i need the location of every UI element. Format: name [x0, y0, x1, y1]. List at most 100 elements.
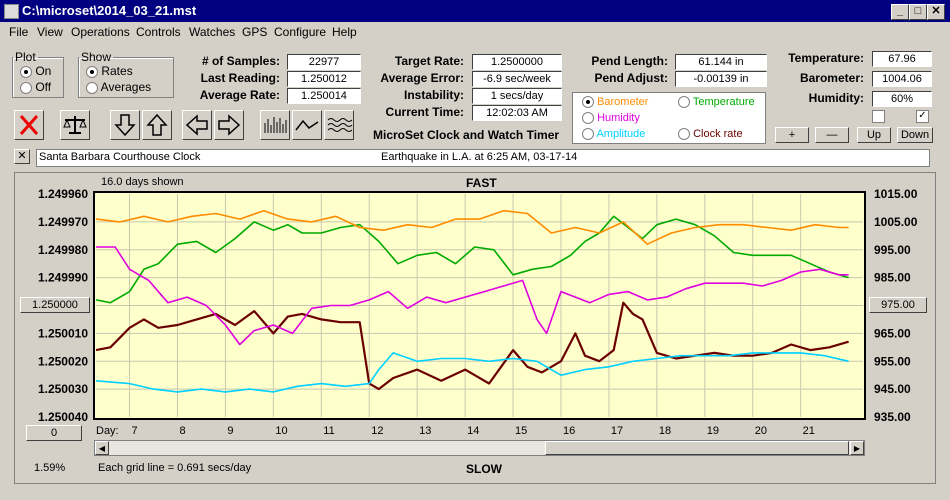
arrow-left-icon — [185, 114, 208, 136]
menu-watches[interactable]: Watches — [189, 25, 236, 39]
menu-operations[interactable]: Operations — [71, 25, 130, 39]
instability-label: Instability: — [403, 88, 464, 102]
radio-selected-icon — [86, 65, 98, 78]
target-rate-field[interactable]: 1.2500000 — [472, 54, 562, 70]
scroll-right-button[interactable]: ▶ — [850, 441, 864, 455]
overlay-temperature-radio[interactable]: Temperature — [678, 96, 755, 109]
wave-view-button[interactable] — [324, 110, 354, 140]
samples-label: # of Samples: — [201, 54, 280, 68]
scale-down-button[interactable]: Down — [897, 127, 933, 143]
down-arrow-button[interactable] — [110, 110, 140, 140]
arrow-right-icon — [218, 114, 241, 136]
overlay-humidity-label: Humidity — [597, 112, 640, 124]
graph-scrollbar[interactable]: ◀ ▶ — [94, 440, 865, 456]
overlay-clock-rate-radio[interactable]: Clock rate — [678, 128, 743, 141]
title-bar: C:\microset\2014_03_21.mst _ □ ✕ — [0, 0, 950, 22]
last-reading-label: Last Reading: — [200, 71, 280, 85]
right-axis-tick-label: 1005.00 — [874, 215, 918, 229]
balance-button[interactable] — [60, 110, 90, 140]
pend-length-field[interactable]: 61.144 in — [675, 54, 767, 70]
humidity-field: 60% — [872, 91, 932, 107]
menu-gps[interactable]: GPS — [242, 25, 268, 39]
scale-up-button[interactable]: Up — [857, 127, 891, 143]
current-time-field: 12:02:03 AM — [472, 105, 562, 121]
show-group: Show — [78, 50, 174, 98]
stop-button[interactable] — [14, 110, 44, 140]
minimize-button[interactable]: _ — [891, 4, 909, 20]
right-arrow-button[interactable] — [214, 110, 244, 140]
left-reference-button[interactable]: 1.250000 — [20, 297, 90, 313]
plot-off-radio[interactable]: Off — [20, 80, 51, 94]
checkbox-right[interactable]: ✓ — [916, 110, 929, 123]
radio-icon — [678, 128, 690, 141]
instability-field: 1 secs/day — [472, 88, 562, 104]
close-button[interactable]: ✕ — [927, 4, 945, 20]
scale-minus-button[interactable]: — — [815, 127, 849, 143]
series-line-barometer — [95, 209, 849, 245]
x-axis-tick-label: 9 — [227, 425, 233, 437]
x-axis-tick-label: 7 — [132, 425, 138, 437]
radio-icon — [678, 96, 690, 109]
maximize-button[interactable]: □ — [909, 4, 927, 20]
show-rates-label: Rates — [101, 64, 133, 78]
series-line-humidity — [96, 246, 849, 346]
menu-configure[interactable]: Configure — [274, 25, 327, 39]
x-axis-tick-label: 10 — [275, 425, 287, 437]
right-axis-tick-label: 985.00 — [874, 271, 911, 285]
average-error-label: Average Error: — [380, 71, 464, 85]
scroll-thumb[interactable] — [545, 441, 849, 455]
x-icon — [19, 115, 39, 135]
scale-plus-button[interactable]: + — [775, 127, 809, 143]
menu-help[interactable]: Help — [332, 25, 357, 39]
left-arrow-button[interactable] — [182, 110, 212, 140]
menu-bar: File View Operations Controls Watches GP… — [0, 22, 950, 42]
show-averages-label: Averages — [100, 80, 152, 94]
up-arrow-button[interactable] — [142, 110, 172, 140]
x-axis-tick-label: 12 — [371, 425, 383, 437]
right-reference-button[interactable]: 975.00 — [869, 297, 927, 313]
name-bar[interactable]: Santa Barbara Courthouse Clock Earthquak… — [36, 149, 930, 167]
clear-name-button[interactable]: ✕ — [14, 149, 30, 164]
left-axis-tick-label: 1.249980 — [38, 243, 88, 257]
menu-file[interactable]: File — [9, 25, 29, 39]
right-axis-tick-label: 935.00 — [874, 410, 911, 424]
show-averages-radio[interactable]: Averages — [86, 80, 151, 94]
overlay-amplitude-radio[interactable]: Amplitude — [582, 128, 645, 141]
bar-view-button[interactable] — [260, 110, 290, 140]
overlay-barometer-label: Barometer — [597, 96, 649, 108]
line-view-button[interactable] — [292, 110, 322, 140]
x-axis-tick-label: 21 — [803, 425, 815, 437]
right-axis-tick-label: 965.00 — [874, 326, 911, 340]
zero-button[interactable]: 0 — [26, 425, 82, 441]
last-reading-field: 1.250012 — [287, 71, 361, 87]
overlay-humidity-radio[interactable]: Humidity — [582, 112, 640, 125]
radio-icon — [582, 112, 594, 125]
radio-icon — [86, 81, 98, 94]
x-axis-tick-label: 18 — [659, 425, 671, 437]
x-axis-tick-label: 20 — [755, 425, 767, 437]
checkbox-left[interactable] — [872, 110, 885, 123]
menu-controls[interactable]: Controls — [136, 25, 181, 39]
temperature-label: Temperature: — [788, 51, 864, 65]
show-rates-radio[interactable]: Rates — [86, 64, 133, 78]
average-rate-label: Average Rate: — [199, 88, 280, 102]
radio-icon — [582, 128, 594, 141]
plot-on-radio[interactable]: On — [20, 64, 51, 78]
x-axis-tick-label: 14 — [467, 425, 479, 437]
menu-view[interactable]: View — [37, 25, 63, 39]
app-caption: MicroSet Clock and Watch Timer — [373, 128, 560, 142]
plot-group: Plot — [12, 50, 64, 98]
fast-label: FAST — [466, 176, 497, 190]
x-axis-tick-label: 11 — [323, 425, 334, 437]
plot-group-legend: Plot — [15, 50, 36, 64]
overlay-barometer-radio[interactable]: Barometer — [582, 96, 649, 109]
scroll-left-button[interactable]: ◀ — [95, 441, 109, 455]
wave-icon — [327, 118, 353, 132]
current-time-label: Current Time: — [385, 105, 464, 119]
left-axis-tick-label: 1.249960 — [38, 187, 88, 201]
plot-off-label: Off — [35, 80, 52, 94]
overlay-temperature-label: Temperature — [692, 96, 755, 108]
x-axis-tick-label: 15 — [515, 425, 527, 437]
right-axis-tick-label: 955.00 — [874, 354, 911, 368]
